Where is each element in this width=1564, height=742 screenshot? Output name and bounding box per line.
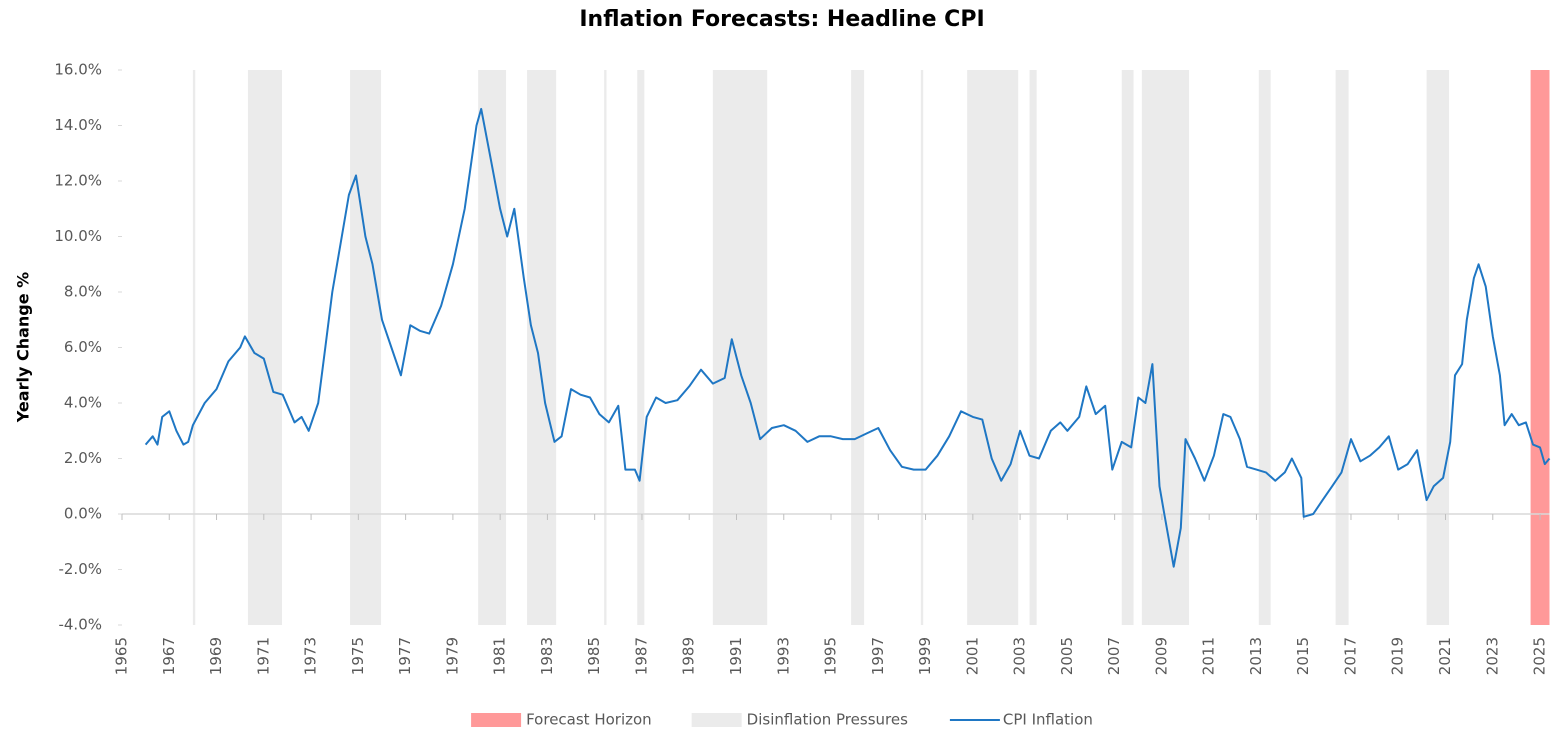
y-tick-label: 10.0% bbox=[54, 227, 102, 245]
x-tick-label: 1977 bbox=[396, 637, 414, 675]
shaded-region bbox=[637, 70, 645, 625]
legend-label: Forecast Horizon bbox=[526, 711, 652, 729]
x-tick-label: 1981 bbox=[491, 637, 509, 675]
x-tick-label: 1999 bbox=[916, 637, 934, 675]
legend-swatch bbox=[691, 713, 742, 727]
shaded-region bbox=[1335, 70, 1349, 625]
shaded-region bbox=[350, 70, 382, 625]
x-tick-label: 2021 bbox=[1436, 637, 1454, 675]
shaded-region bbox=[1121, 70, 1134, 625]
x-tick-label: 1985 bbox=[585, 637, 603, 675]
legend-label: CPI Inflation bbox=[1003, 711, 1093, 729]
chart-title: Inflation Forecasts: Headline CPI bbox=[579, 7, 984, 32]
x-tick-label: 1973 bbox=[302, 637, 320, 675]
shaded-region bbox=[851, 70, 865, 625]
y-tick-label: 4.0% bbox=[64, 394, 102, 412]
x-tick-label: 1995 bbox=[822, 637, 840, 675]
x-tick-label: 1971 bbox=[254, 637, 272, 675]
y-tick-label: 6.0% bbox=[64, 338, 102, 356]
shaded-region bbox=[967, 70, 1019, 625]
y-axis-label: Yearly Change % bbox=[14, 272, 33, 423]
shaded-region bbox=[1141, 70, 1190, 625]
shaded-region bbox=[1258, 70, 1271, 625]
shaded-region bbox=[1530, 70, 1550, 625]
shaded-region bbox=[192, 70, 196, 625]
shaded-region bbox=[1029, 70, 1037, 625]
y-tick-label: -4.0% bbox=[58, 616, 102, 634]
shaded-region bbox=[1426, 70, 1450, 625]
legend-label: Disinflation Pressures bbox=[747, 711, 908, 729]
x-tick-label: 1991 bbox=[727, 637, 745, 675]
x-tick-label: 1997 bbox=[869, 637, 887, 675]
legend-swatch bbox=[471, 713, 522, 727]
shaded-region bbox=[527, 70, 557, 625]
shaded-region bbox=[478, 70, 507, 625]
x-tick-label: 1987 bbox=[632, 637, 650, 675]
x-tick-label: 2025 bbox=[1531, 637, 1549, 675]
x-tick-label: 1965 bbox=[113, 637, 131, 675]
y-tick-label: 2.0% bbox=[64, 449, 102, 467]
x-tick-label: 1983 bbox=[538, 637, 556, 675]
cpi-line bbox=[144, 107, 1551, 568]
x-tick-label: 2023 bbox=[1483, 637, 1501, 675]
shaded-region bbox=[247, 70, 283, 625]
legend: Forecast Horizon Disinflation Pressures CP… bbox=[471, 711, 1093, 729]
x-tick-label: 2005 bbox=[1058, 637, 1076, 675]
x-tick-label: 2007 bbox=[1105, 637, 1123, 675]
x-tick-label: 1975 bbox=[349, 637, 367, 675]
y-tick-label: 16.0% bbox=[54, 61, 102, 79]
shaded-region bbox=[712, 70, 768, 625]
y-tick-label: 14.0% bbox=[54, 116, 102, 134]
x-tick-label: 1993 bbox=[774, 637, 792, 675]
y-tick-label: 8.0% bbox=[64, 283, 102, 301]
x-tick-label: 2003 bbox=[1011, 637, 1029, 675]
x-tick-label: 2001 bbox=[963, 637, 981, 675]
x-tick-label: 2009 bbox=[1152, 637, 1170, 675]
x-tick-label: 2015 bbox=[1294, 637, 1312, 675]
x-tick-label: 2019 bbox=[1389, 637, 1407, 675]
y-tick-label: 0.0% bbox=[64, 505, 102, 523]
x-tick-label: 2011 bbox=[1200, 637, 1218, 675]
shaded-region bbox=[604, 70, 607, 625]
x-tick-label: 1979 bbox=[443, 637, 461, 675]
x-tick-label: 1989 bbox=[680, 637, 698, 675]
x-tick-label: 2017 bbox=[1341, 637, 1359, 675]
x-tick-label: 1969 bbox=[207, 637, 225, 675]
shaded-region bbox=[920, 70, 924, 625]
y-tick-label: 12.0% bbox=[54, 172, 102, 190]
y-tick-label: -2.0% bbox=[58, 560, 102, 578]
x-tick-label: 1967 bbox=[160, 637, 178, 675]
x-tick-label: 2013 bbox=[1247, 637, 1265, 675]
